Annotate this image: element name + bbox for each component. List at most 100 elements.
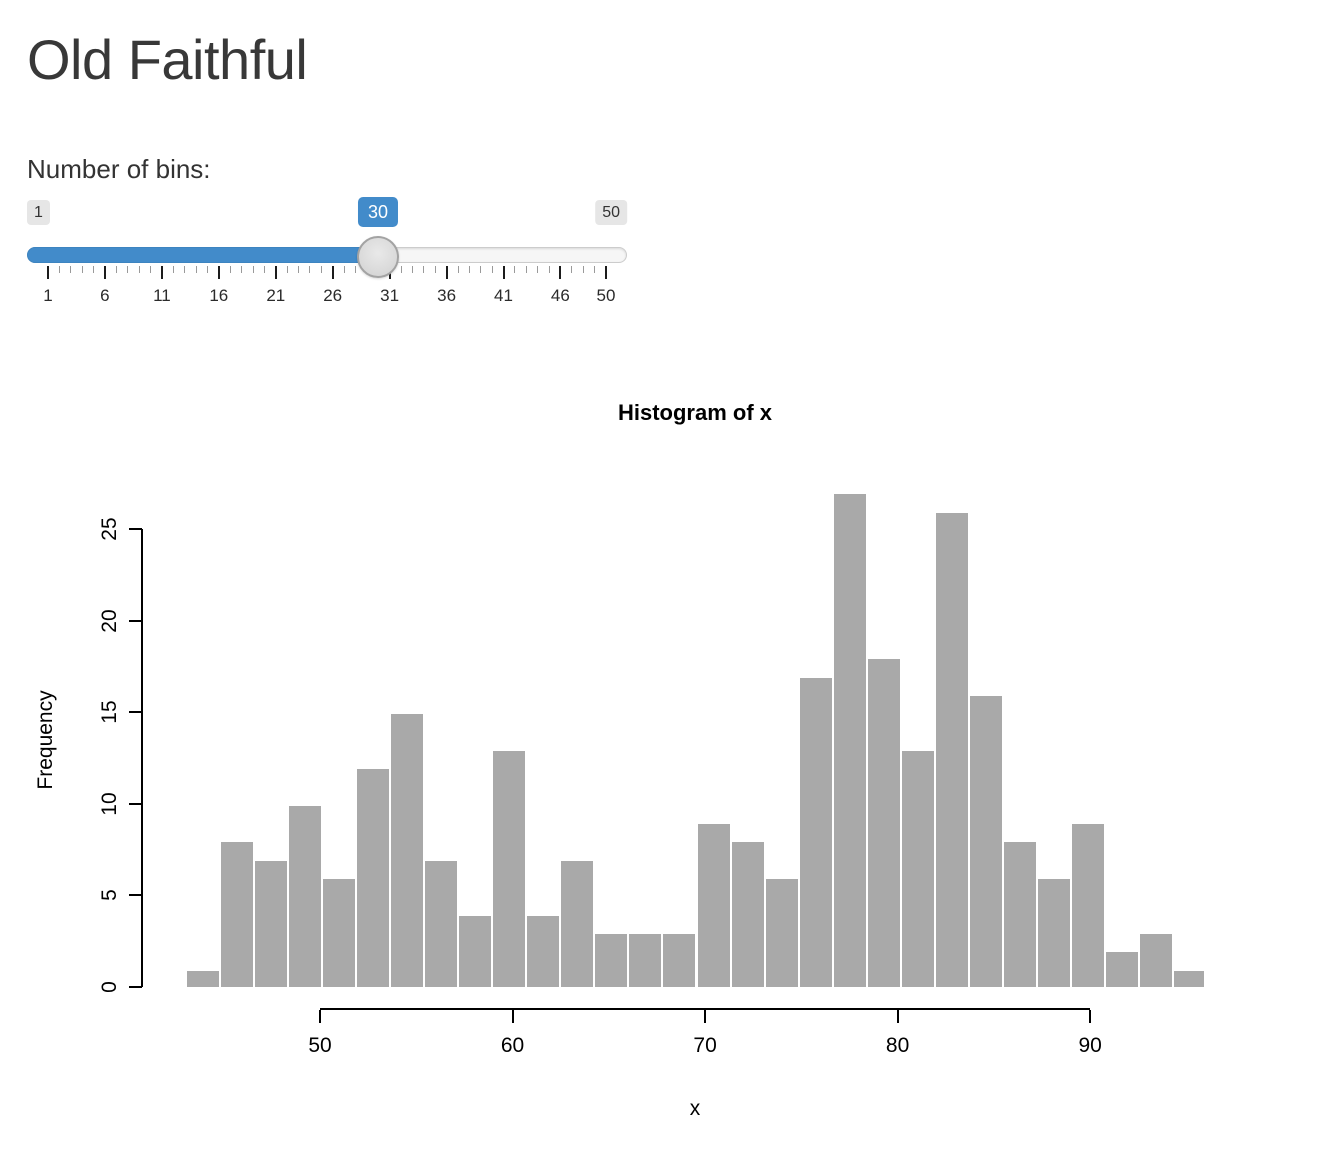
x-tick-label: 90 [1078, 1034, 1102, 1057]
histogram-bar [491, 748, 526, 987]
histogram-bar [1137, 932, 1172, 987]
slider-handle[interactable] [357, 236, 399, 278]
slider-grid-tick [229, 266, 231, 273]
slider-grid-tick [309, 266, 311, 273]
y-tick-label: 25 [98, 517, 121, 541]
slider-grid-tick [457, 266, 459, 273]
y-tick-label: 0 [98, 981, 121, 993]
histogram-bar [899, 748, 934, 987]
slider-grid-tick [525, 266, 527, 273]
slider-grid-tick [480, 266, 482, 273]
slider-grid-tick [286, 266, 288, 273]
y-axis-tick [129, 619, 142, 622]
y-axis-tick [129, 711, 142, 714]
histogram-bar [185, 968, 220, 987]
x-axis-tick [704, 1010, 707, 1023]
slider-grid-label[interactable]: 6 [100, 286, 110, 305]
slider-grid-tick [571, 266, 573, 273]
slider-grid-tick [298, 266, 299, 273]
histogram-bar [287, 803, 322, 987]
slider-grid-tick [241, 266, 243, 273]
histogram-bar [321, 877, 356, 987]
slider-grid-tick [434, 266, 436, 273]
x-axis-tick [511, 1010, 514, 1023]
y-tick-label: 15 [98, 700, 121, 724]
histogram-bar [525, 913, 560, 987]
slider-grid-tick [582, 266, 584, 273]
slider-grid-tick [400, 266, 402, 273]
slider-grid-tick [184, 266, 186, 273]
slider-grid-label[interactable]: 16 [209, 286, 229, 305]
slider-grid-tick [423, 266, 425, 273]
histogram-bar [559, 858, 594, 987]
histogram-bar [457, 913, 492, 987]
slider-grid-tick [594, 266, 596, 273]
slider-grid-tick [559, 266, 562, 279]
histogram-bar [729, 840, 764, 987]
slider-grid-label[interactable]: 50 [596, 286, 616, 305]
slider-grid-label[interactable]: 36 [437, 286, 457, 305]
histogram-bar [1035, 877, 1070, 987]
slider-grid-tick [70, 266, 72, 273]
slider-grid-label[interactable]: 41 [494, 286, 513, 305]
histogram-bar [865, 657, 900, 987]
slider-grid-label[interactable]: 1 [43, 286, 53, 305]
y-tick-label: 5 [98, 889, 121, 902]
x-axis-tick [896, 1010, 899, 1023]
slider-grid-tick [355, 266, 356, 273]
slider-grid-label[interactable]: 26 [323, 286, 343, 305]
histogram-bar [389, 712, 424, 987]
histogram-bar [661, 932, 696, 987]
y-axis-tick [129, 986, 142, 988]
slider-min-label: 1 [27, 200, 50, 225]
histogram-bar [797, 675, 832, 987]
slider-grid-tick [206, 266, 208, 273]
slider-grid-tick [252, 266, 254, 273]
y-tick-label: 20 [98, 608, 121, 633]
slider-grid-tick [195, 266, 197, 273]
slider-grid-tick [502, 266, 505, 279]
plot-title: Histogram of x [617, 400, 773, 425]
slider-grid-label[interactable]: 46 [550, 286, 570, 305]
slider-grid-tick [468, 266, 470, 273]
slider-grid-label[interactable]: 21 [266, 286, 286, 305]
bins-slider-label: Number of bins: [27, 154, 211, 184]
histogram-bar [219, 840, 254, 987]
x-axis-tick [319, 1010, 321, 1023]
slider-grid-tick [58, 266, 60, 273]
histogram-bar [355, 767, 390, 987]
histogram-bar [933, 510, 968, 987]
x-tick-label: 60 [500, 1034, 525, 1057]
slider-grid-tick [274, 266, 277, 279]
x-tick-label: 50 [308, 1034, 332, 1057]
histogram-bar [1001, 840, 1036, 987]
slider-grid-tick [343, 266, 345, 273]
histogram-bar [763, 877, 798, 987]
slider-grid-tick [47, 266, 49, 279]
slider-grid: 1 6 11 16 21 26 31 36 41 46 50 [27, 266, 627, 311]
slider-grid-tick [445, 266, 448, 279]
slider-grid-tick [93, 266, 95, 273]
y-axis-tick [129, 894, 142, 897]
histogram-bar [253, 858, 288, 987]
x-tick-label: 80 [885, 1034, 910, 1057]
y-tick-label: 10 [98, 792, 121, 816]
slider-grid-tick [103, 266, 106, 279]
y-axis-line [141, 529, 143, 987]
histogram-bar [627, 932, 662, 987]
slider-grid-label[interactable]: 31 [380, 286, 400, 305]
x-axis-label: x [689, 1097, 701, 1120]
slider-grid-tick [331, 266, 334, 279]
histogram-bar [1103, 950, 1138, 987]
x-axis-tick [1089, 1010, 1092, 1023]
slider-grid-tick [81, 266, 83, 273]
app-title: Old Faithful [27, 28, 308, 91]
slider-max-label: 50 [595, 200, 627, 225]
histogram-bar [831, 492, 866, 987]
slider-value-badge: 30 [357, 197, 399, 227]
slider-grid-tick [127, 266, 129, 273]
slider-grid-label[interactable]: 11 [153, 286, 171, 305]
histogram-bar [593, 932, 628, 987]
slider-grid-tick [115, 266, 117, 273]
